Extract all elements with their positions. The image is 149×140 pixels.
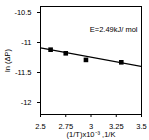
- svg-text:-11.5: -11.5: [15, 68, 32, 77]
- svg-text:2.5: 2.5: [35, 122, 45, 131]
- svg-text:3.5: 3.5: [136, 122, 146, 131]
- svg-text:(1/T)x10⁻³ ,1/K: (1/T)x10⁻³ ,1/K: [67, 130, 116, 139]
- svg-text:-10.5: -10.5: [14, 8, 31, 17]
- svg-text:-12: -12: [21, 98, 32, 107]
- svg-text:ln (ΔP): ln (ΔP): [3, 49, 12, 72]
- svg-text:2.75: 2.75: [58, 121, 74, 131]
- svg-text:-11: -11: [21, 38, 31, 47]
- svg-text:E=2.49kJ/ mol: E=2.49kJ/ mol: [90, 25, 138, 34]
- svg-text:3.25: 3.25: [108, 121, 124, 131]
- svg-text:3: 3: [88, 121, 94, 131]
